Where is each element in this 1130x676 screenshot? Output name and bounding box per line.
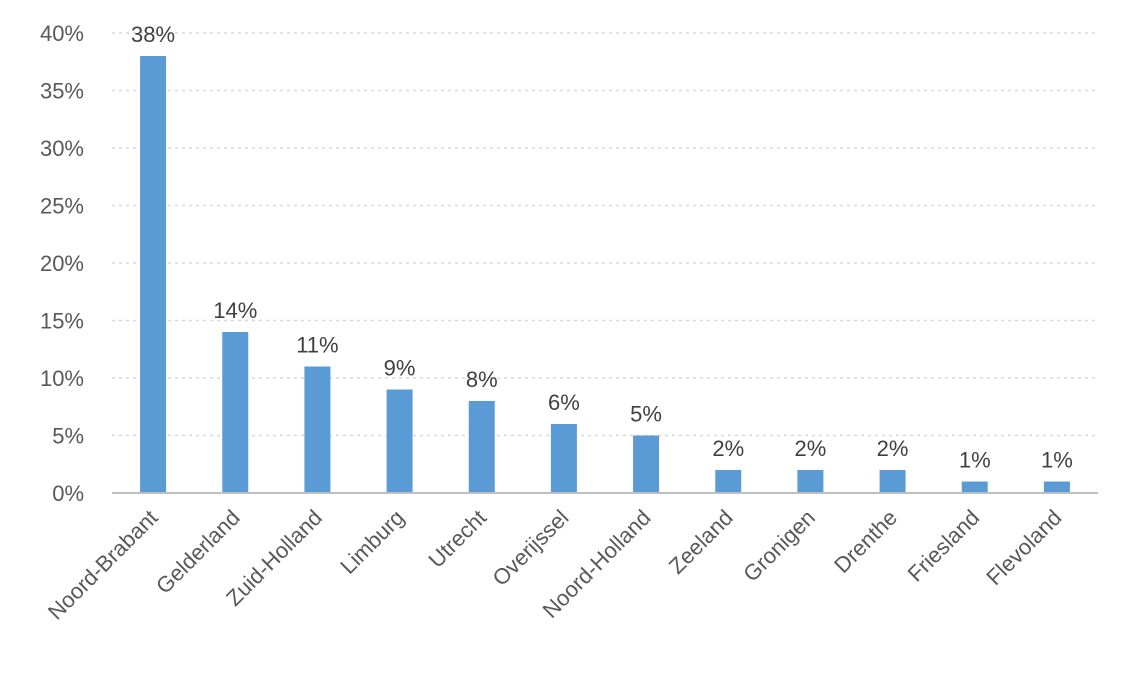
x-tick-label: Drenthe [829, 505, 902, 578]
bar [386, 389, 413, 493]
data-label: 38% [131, 22, 175, 47]
bar [222, 332, 249, 493]
x-tick-label: Overijssel [487, 505, 573, 591]
bar [468, 401, 495, 493]
data-label: 2% [877, 436, 909, 461]
y-tick-label: 10% [40, 366, 84, 391]
data-label: 6% [548, 390, 580, 415]
bars [140, 56, 1070, 493]
bar [550, 424, 577, 493]
data-labels: 38% 14% 11% 9% 8% 6% 5% 2% 2% 2% 1% 1% [131, 22, 1073, 473]
x-tick-label: Utrecht [423, 505, 491, 573]
y-tick-label: 35% [40, 79, 84, 104]
x-tick-label: Gronigen [738, 505, 820, 587]
x-tick-label: Noord-Brabant [43, 505, 163, 625]
bar [633, 435, 660, 493]
x-tick-label: Friesland [903, 505, 985, 587]
y-axis-ticks: 0% 5% 10% 15% 20% 25% 30% 35% 40% [40, 21, 84, 506]
data-label: 14% [213, 298, 257, 323]
data-label: 5% [630, 402, 662, 427]
bar [797, 470, 824, 493]
bar [715, 470, 742, 493]
y-tick-label: 0% [52, 481, 84, 506]
data-label: 11% [296, 333, 338, 358]
data-label: 8% [466, 367, 498, 392]
data-label: 2% [795, 436, 827, 461]
bar [140, 56, 167, 493]
y-tick-label: 5% [52, 424, 84, 449]
y-tick-label: 25% [40, 194, 84, 219]
x-tick-label: Limburg [335, 505, 409, 579]
y-tick-label: 15% [40, 309, 84, 334]
data-label: 1% [959, 448, 991, 473]
data-label: 1% [1041, 448, 1073, 473]
y-tick-label: 40% [40, 21, 84, 46]
data-label: 9% [384, 356, 416, 381]
x-tick-label: Flevoland [981, 505, 1066, 590]
x-tick-label: Zeeland [664, 505, 738, 579]
gridlines [112, 32, 1098, 437]
bar [961, 481, 988, 493]
bar [1043, 481, 1070, 493]
data-label: 2% [712, 436, 744, 461]
bar [879, 470, 906, 493]
bar [304, 366, 331, 493]
y-tick-label: 30% [40, 136, 84, 161]
y-tick-label: 20% [40, 251, 84, 276]
